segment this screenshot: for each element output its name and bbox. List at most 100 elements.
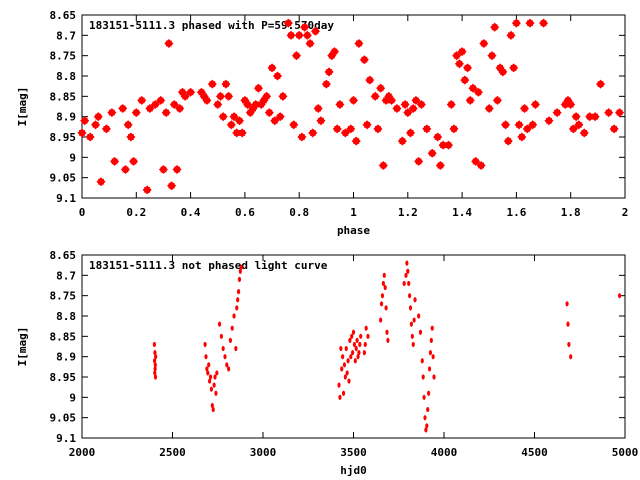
- data-point-core: [204, 97, 210, 104]
- x-tick-label: 0.6: [235, 206, 255, 219]
- data-point-core: [337, 101, 343, 108]
- data-point-core: [570, 125, 577, 132]
- data-point-core: [497, 64, 503, 71]
- data-point-core: [81, 117, 88, 124]
- data-point-core: [263, 93, 270, 100]
- data-point: [384, 305, 388, 311]
- data-point: [153, 370, 157, 376]
- data-point: [380, 293, 385, 299]
- data-point: [338, 394, 342, 400]
- y-tick-label: 9.05: [50, 412, 77, 425]
- x-tick-label: 1: [350, 206, 357, 219]
- data-point-core: [223, 81, 229, 88]
- data-point-core: [616, 109, 623, 116]
- data-point: [343, 374, 347, 380]
- data-point-core: [144, 186, 151, 193]
- data-point: [350, 333, 354, 339]
- y-tick-label: 8.75: [50, 50, 77, 63]
- data-point: [356, 354, 360, 360]
- data-point: [364, 325, 368, 331]
- data-point-core: [510, 64, 517, 71]
- data-point-core: [108, 109, 115, 116]
- data-point-core: [470, 85, 476, 92]
- data-point-core: [404, 109, 411, 116]
- data-point-core: [312, 28, 319, 35]
- y-tick-label: 8.65: [50, 249, 77, 262]
- data-point: [347, 378, 351, 384]
- y-tick-label: 8.95: [50, 131, 77, 144]
- data-point: [359, 333, 363, 339]
- data-point-core: [233, 130, 240, 136]
- data-point: [208, 374, 213, 380]
- data-point-core: [461, 77, 468, 83]
- data-point-core: [334, 125, 341, 132]
- data-point-core: [415, 158, 422, 165]
- data-point: [207, 362, 211, 368]
- data-point-core: [524, 125, 531, 132]
- data-point-core: [380, 162, 387, 169]
- data-point: [382, 272, 386, 278]
- data-point-core: [290, 121, 297, 128]
- y-tick-label: 9: [69, 391, 76, 404]
- data-point-core: [361, 56, 368, 63]
- y-tick-label: 9: [69, 151, 76, 164]
- data-point-core: [527, 20, 533, 27]
- data-point-core: [445, 142, 452, 149]
- data-point-core: [157, 97, 164, 104]
- data-point: [432, 374, 436, 380]
- data-point-core: [277, 113, 284, 120]
- data-point-core: [309, 130, 316, 136]
- data-point-core: [304, 32, 311, 39]
- x-tick-label: 3000: [250, 446, 277, 459]
- data-point-core: [513, 20, 520, 27]
- data-point-core: [160, 166, 167, 173]
- data-point-core: [388, 97, 395, 104]
- data-point: [219, 333, 223, 339]
- data-point: [617, 293, 622, 299]
- data-point-core: [597, 81, 604, 88]
- data-point-core: [138, 97, 145, 104]
- data-point-core: [163, 109, 170, 116]
- data-point-core: [502, 121, 509, 128]
- data-point: [214, 390, 218, 396]
- data-point-core: [244, 101, 251, 108]
- data-point-core: [508, 32, 514, 39]
- data-point-core: [375, 125, 381, 132]
- data-point-core: [562, 101, 569, 108]
- data-point: [386, 337, 390, 343]
- y-tick-label: 8.7: [56, 29, 76, 42]
- data-point-core: [410, 105, 417, 112]
- data-point-core: [271, 117, 278, 124]
- data-point: [424, 427, 428, 433]
- data-point: [353, 358, 357, 364]
- data-point: [412, 317, 416, 323]
- data-point-core: [347, 125, 354, 132]
- data-point: [345, 370, 349, 376]
- data-point: [153, 350, 157, 356]
- data-point: [228, 337, 233, 343]
- data-point-core: [209, 81, 216, 88]
- data-point: [210, 402, 214, 409]
- x-tick-label: 1.6: [506, 206, 526, 219]
- data-point: [567, 341, 571, 348]
- data-point-core: [239, 130, 246, 136]
- data-point: [431, 354, 435, 360]
- data-point: [566, 321, 570, 327]
- data-point: [569, 354, 573, 360]
- data-point: [154, 354, 158, 360]
- x-tick-label: 0.4: [181, 206, 201, 219]
- data-point: [205, 366, 209, 372]
- data-point: [206, 370, 210, 376]
- data-point-core: [92, 121, 99, 128]
- data-point: [212, 382, 216, 388]
- data-point-core: [307, 40, 313, 47]
- y-tick-label: 8.8: [56, 70, 76, 83]
- data-point: [366, 333, 370, 339]
- data-point: [428, 350, 433, 356]
- data-point: [379, 317, 383, 323]
- data-point-core: [328, 52, 335, 59]
- y-tick-label: 8.75: [50, 290, 77, 303]
- data-point: [408, 293, 412, 299]
- data-point-core: [87, 134, 94, 140]
